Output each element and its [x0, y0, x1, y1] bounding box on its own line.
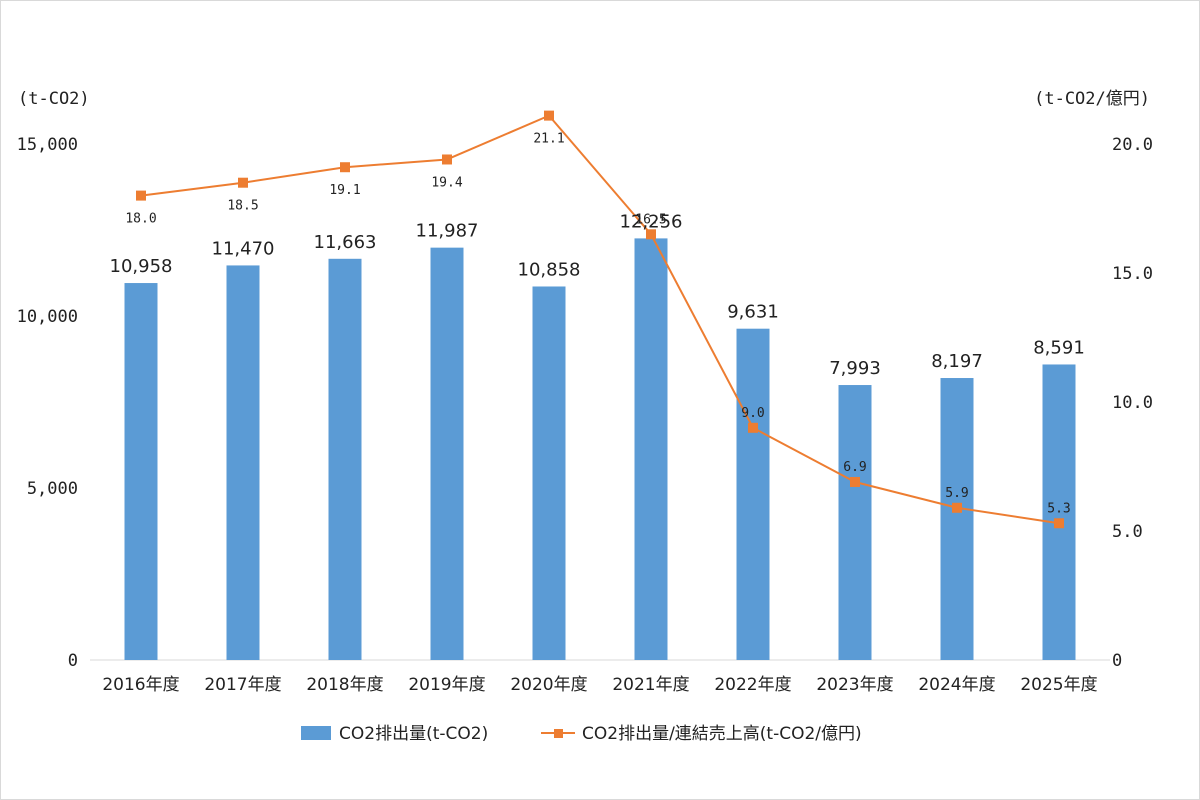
bar-data-label: 9,631 [727, 302, 779, 323]
line-segment [752, 426, 856, 483]
line-segment [344, 158, 448, 169]
x-tick-label: 2017年度 [204, 675, 281, 695]
line-marker [544, 110, 554, 121]
bar [226, 265, 260, 660]
bar-data-label: 11,470 [212, 238, 275, 259]
line-segment [854, 481, 958, 509]
bar [124, 283, 158, 660]
line-data-label: 18.0 [125, 212, 156, 227]
right-tick-label: 20.0 [1112, 135, 1153, 155]
left-tick-label: 5,000 [27, 479, 78, 499]
line-data-label: 21.1 [533, 132, 564, 147]
bar [532, 286, 566, 660]
right-tick-label: 5.0 [1112, 522, 1143, 542]
line-series [136, 110, 1064, 529]
x-tick-label: 2024年度 [918, 675, 995, 695]
line-data-label: 5.9 [945, 486, 968, 501]
bar-data-label: 11,987 [416, 221, 479, 242]
bar-data-label: 10,958 [110, 256, 173, 277]
bar-series [124, 238, 1076, 660]
legend-bar-swatch [301, 726, 331, 740]
line-segment [242, 166, 346, 184]
left-axis-unit: (t-CO2) [18, 89, 90, 109]
x-tick-label: 2025年度 [1020, 675, 1097, 695]
line-data-label: 19.1 [329, 183, 360, 198]
bar-data-label: 11,663 [314, 232, 377, 253]
line-marker [748, 422, 758, 433]
line-segment [446, 114, 550, 161]
line-marker [238, 177, 248, 188]
legend-line-marker [554, 729, 563, 738]
bar [430, 247, 464, 660]
bar-data-label: 8,591 [1033, 337, 1085, 358]
x-tick-label: 2022年度 [714, 675, 791, 695]
line-marker [850, 476, 860, 487]
line-marker [952, 502, 962, 513]
line-segment [956, 506, 1060, 525]
left-tick-label: 10,000 [17, 307, 78, 327]
data-labels: 10,958 11,470 11,663 11,987 10,858 12,256 9,63… [110, 132, 1085, 517]
x-tick-label: 2018年度 [306, 675, 383, 695]
bar-data-label: 8,197 [931, 351, 983, 372]
bar [940, 378, 974, 660]
bar-data-label: 7,993 [829, 358, 881, 379]
legend: CO2排出量(t-CO2) CO2排出量/連結売上高(t-CO2/億円) [301, 724, 862, 744]
right-axis-unit: (t-CO2/億円) [1034, 89, 1150, 109]
right-tick-label: 15.0 [1112, 264, 1153, 284]
bar [1042, 364, 1076, 660]
right-tick-label: 10.0 [1112, 393, 1153, 413]
axes: 0 5,000 10,000 15,000 0 5.0 10.0 15.0 20.0 2016年度… [17, 135, 1153, 695]
line-marker [646, 229, 656, 240]
line-segment [650, 233, 754, 429]
x-tick-label: 2016年度 [102, 675, 179, 695]
line-data-label: 16.5 [635, 212, 666, 227]
legend-line-label: CO2排出量/連結売上高(t-CO2/億円) [582, 724, 862, 744]
left-tick-label: 0 [68, 651, 78, 671]
line-marker [1054, 518, 1064, 529]
line-marker [136, 190, 146, 201]
x-tick-label: 2021年度 [612, 675, 689, 695]
x-tick-label: 2023年度 [816, 675, 893, 695]
line-segment [548, 114, 652, 235]
line-data-label: 19.4 [431, 175, 462, 190]
line-marker [442, 154, 452, 165]
line-data-label: 18.5 [227, 199, 258, 214]
x-tick-label: 2019年度 [408, 675, 485, 695]
line-segment [140, 181, 244, 197]
bar [328, 258, 362, 660]
line-data-label: 9.0 [741, 406, 764, 421]
legend-bar-label: CO2排出量(t-CO2) [339, 724, 488, 744]
right-tick-label: 0 [1112, 651, 1122, 671]
bar-data-label: 10,858 [518, 259, 581, 280]
x-tick-label: 2020年度 [510, 675, 587, 695]
bar [634, 238, 668, 660]
bar [736, 328, 770, 660]
line-data-label: 5.3 [1047, 501, 1070, 516]
line-data-label: 6.9 [843, 460, 866, 475]
bar [838, 385, 872, 660]
bar-data-label: 12,256 [620, 211, 683, 232]
line-marker [340, 162, 350, 173]
left-tick-label: 15,000 [17, 135, 78, 155]
